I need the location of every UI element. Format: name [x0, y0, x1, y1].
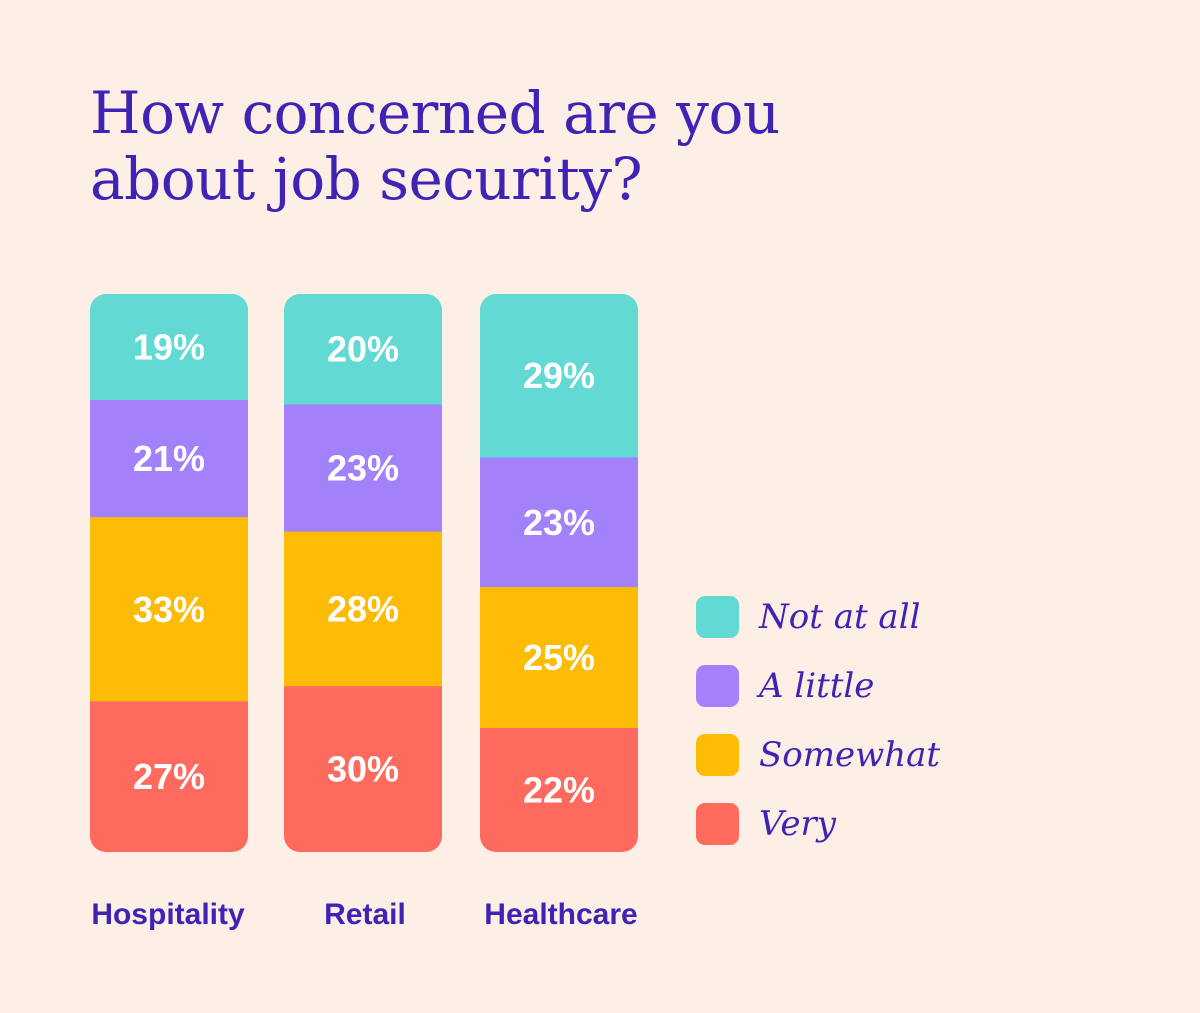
legend-swatch-a-little	[696, 665, 739, 707]
legend-label-very: Very	[759, 804, 837, 844]
data-label-healthcare-somewhat: 25%	[523, 637, 595, 678]
chart-legend: Not at all A little Somewhat Very	[696, 596, 940, 872]
stacked-bar-chart: 19% 21% 33% 27% 20% 23% 28% 30% 29% 23% 25% 22% Hos…	[90, 294, 638, 931]
data-label-retail-not-at-all: 20%	[327, 329, 399, 370]
data-label-healthcare-very: 22%	[523, 770, 595, 811]
category-label-healthcare: Healthcare	[484, 898, 637, 931]
bar-segment-hospitality-somewhat	[90, 517, 248, 702]
data-label-retail-somewhat: 28%	[327, 588, 399, 629]
legend-swatch-not-at-all	[696, 596, 739, 638]
legend-item-a-little: A little	[696, 665, 940, 707]
legend-item-not-at-all: Not at all	[696, 596, 940, 638]
category-label-retail: Retail	[324, 898, 406, 931]
chart-title: How concerned are you about job security…	[90, 80, 990, 212]
bar-segment-retail-somewhat	[284, 531, 442, 687]
data-label-hospitality-a-little: 21%	[133, 438, 205, 479]
data-label-healthcare-a-little: 23%	[523, 502, 595, 543]
bar-healthcare	[480, 294, 638, 852]
legend-swatch-very	[696, 803, 739, 845]
data-label-hospitality-very: 27%	[133, 756, 205, 797]
legend-label-a-little: A little	[759, 666, 875, 706]
bar-segment-hospitality-very	[90, 701, 248, 852]
data-label-hospitality-somewhat: 33%	[133, 589, 205, 630]
bar-segment-healthcare-not-at-all	[480, 294, 638, 458]
bar-segment-healthcare-very	[480, 728, 638, 852]
title-line-1: How concerned are you	[90, 79, 780, 147]
bar-segment-retail-very	[284, 686, 442, 852]
category-label-hospitality: Hospitality	[91, 898, 245, 931]
data-label-retail-a-little: 23%	[327, 448, 399, 489]
bar-segment-hospitality-not-at-all	[90, 294, 248, 401]
bar-segment-hospitality-a-little	[90, 400, 248, 518]
legend-swatch-somewhat	[696, 734, 739, 776]
legend-label-not-at-all: Not at all	[759, 597, 921, 637]
bar-segment-retail-not-at-all	[284, 294, 442, 405]
legend-item-very: Very	[696, 803, 940, 845]
title-line-2: about job security?	[90, 145, 643, 213]
legend-item-somewhat: Somewhat	[696, 734, 940, 776]
bar-hospitality	[90, 294, 248, 852]
bar-segment-healthcare-somewhat	[480, 587, 638, 729]
data-label-hospitality-not-at-all: 19%	[133, 327, 205, 368]
data-label-healthcare-not-at-all: 29%	[523, 355, 595, 396]
bar-segment-healthcare-a-little	[480, 457, 638, 588]
data-label-retail-very: 30%	[327, 749, 399, 790]
legend-label-somewhat: Somewhat	[759, 735, 941, 775]
bar-segment-retail-a-little	[284, 404, 442, 533]
bar-retail	[284, 294, 442, 852]
